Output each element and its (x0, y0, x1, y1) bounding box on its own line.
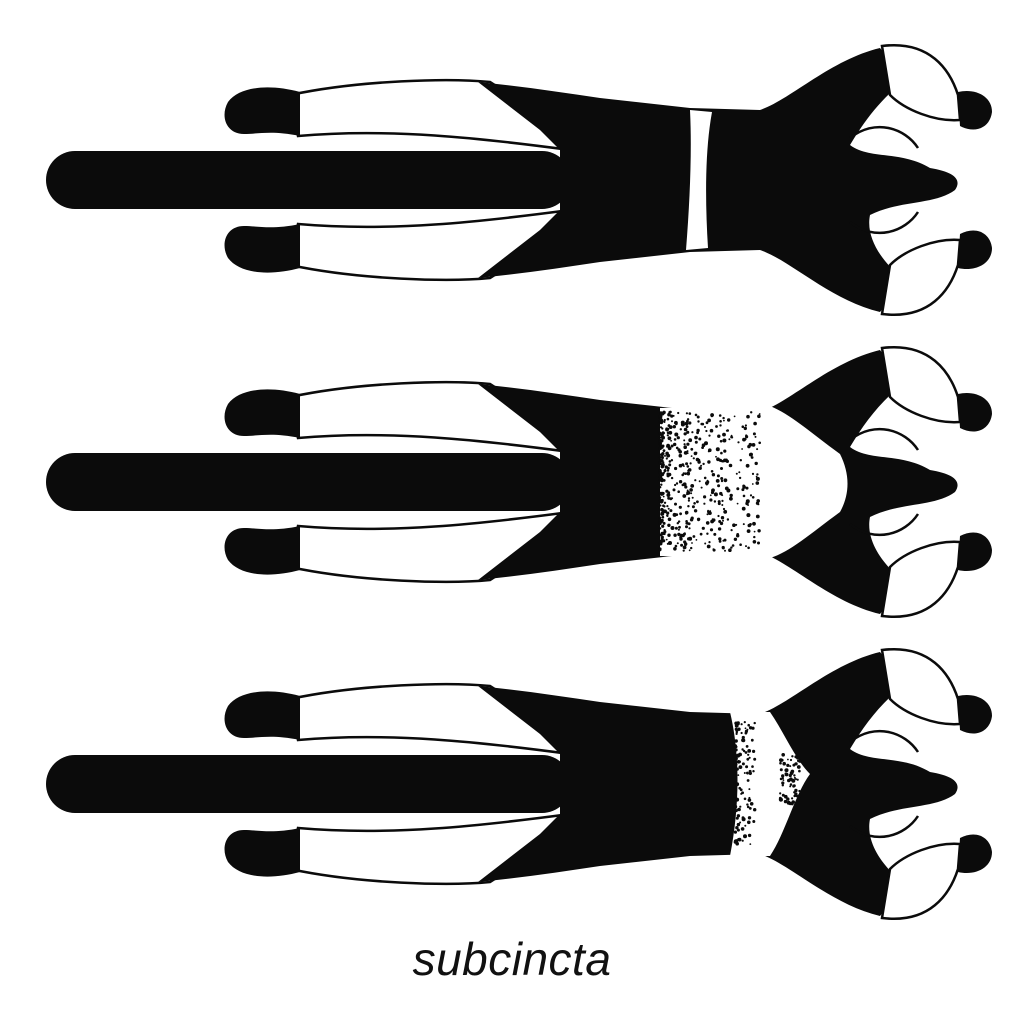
variant-band-stippled-edge (44, 647, 994, 921)
variant-narrow-band (44, 43, 994, 317)
variant-stippled-forequarters (44, 345, 994, 619)
stipple-gradient (658, 410, 761, 552)
species-caption: subcincta (412, 933, 612, 985)
white-band (730, 712, 810, 856)
stipple-edge (733, 721, 802, 846)
white-band (686, 110, 712, 250)
